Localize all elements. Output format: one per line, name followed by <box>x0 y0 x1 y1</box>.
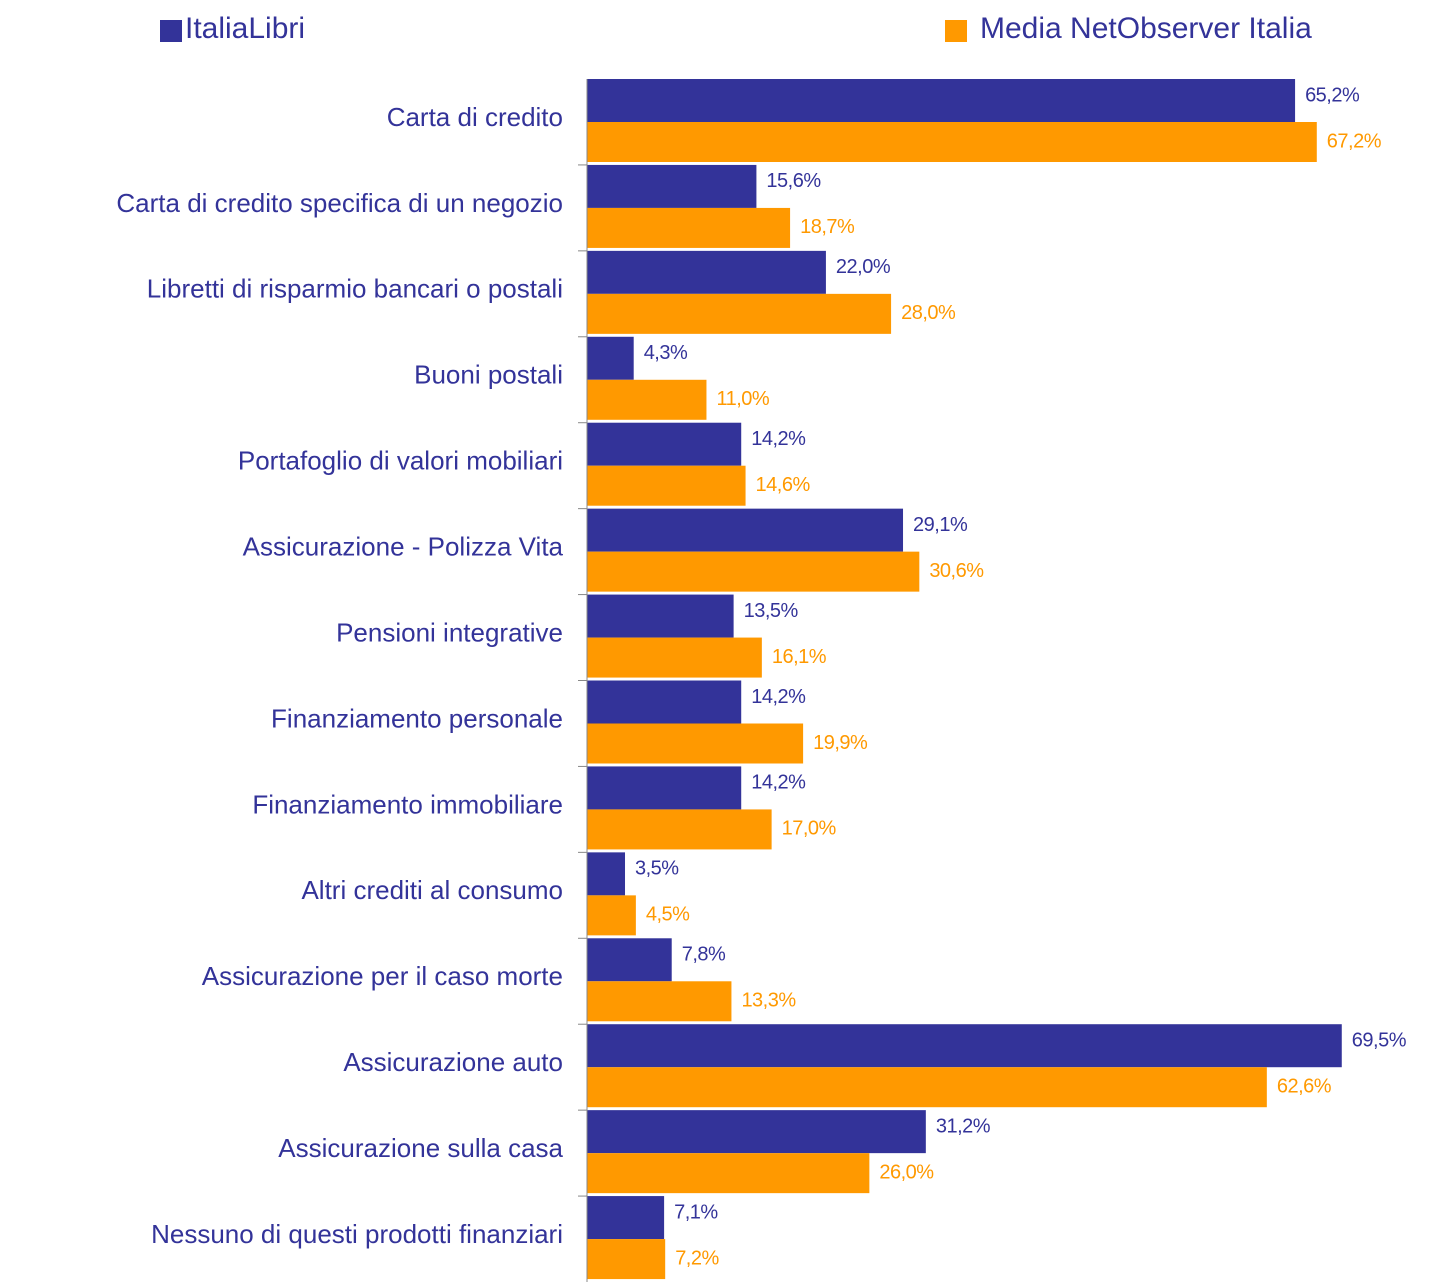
category-label: Carta di credito <box>387 102 563 132</box>
bar <box>587 79 1296 122</box>
value-label: 13,5% <box>744 600 799 622</box>
bar <box>587 680 742 724</box>
category-label: Altri crediti al consumo <box>301 875 563 905</box>
value-label: 30,6% <box>929 560 984 582</box>
category-label: Pensioni integrative <box>336 617 563 647</box>
legend-label: Media NetObserver Italia <box>980 12 1312 45</box>
category-label: Portafoglio di valori mobiliari <box>238 446 563 476</box>
bar <box>587 508 904 552</box>
value-label: 19,9% <box>813 732 868 754</box>
bar <box>587 336 634 380</box>
bar <box>587 594 734 638</box>
bar <box>587 122 1317 162</box>
value-label: 16,1% <box>772 646 827 668</box>
category-label: Finanziamento immobiliare <box>252 789 563 819</box>
category-label: Assicurazione - Polizza Vita <box>243 531 564 561</box>
category-label: Carta di credito specifica di un negozio <box>116 188 563 218</box>
bar <box>587 852 626 896</box>
category-label: Assicurazione sulla casa <box>278 1133 563 1163</box>
value-label: 14,2% <box>751 686 806 708</box>
bar <box>587 1153 870 1194</box>
value-label: 31,2% <box>936 1115 991 1137</box>
bar <box>587 809 772 850</box>
value-label: 62,6% <box>1277 1075 1332 1097</box>
value-label: 14,6% <box>756 474 811 496</box>
value-label: 7,2% <box>675 1247 719 1269</box>
value-label: 3,5% <box>635 858 679 880</box>
value-label: 15,6% <box>766 170 821 192</box>
bar <box>587 766 742 810</box>
bar <box>587 938 672 982</box>
bar <box>587 164 757 208</box>
value-label: 4,5% <box>646 904 690 926</box>
category-label: Libretti di risparmio bancari o postali <box>147 274 563 304</box>
legend-swatch <box>160 20 182 42</box>
category-label: Nessuno di questi prodotti finanziari <box>151 1219 563 1249</box>
value-label: 14,2% <box>751 428 806 450</box>
bar <box>587 723 804 764</box>
legend-label: ItaliaLibri <box>185 12 305 45</box>
bar <box>587 250 826 294</box>
category-label: Assicurazione auto <box>343 1047 563 1077</box>
bar <box>587 293 892 334</box>
bar <box>587 637 762 678</box>
bar <box>587 1110 926 1154</box>
value-label: 17,0% <box>782 818 837 840</box>
value-label: 14,2% <box>751 772 806 794</box>
bar <box>587 981 732 1022</box>
value-label: 13,3% <box>741 990 796 1012</box>
value-label: 69,5% <box>1352 1029 1407 1051</box>
category-label: Buoni postali <box>414 360 563 390</box>
value-label: 67,2% <box>1327 130 1382 152</box>
category-label: Assicurazione per il caso morte <box>202 961 563 991</box>
value-label: 7,1% <box>674 1201 718 1223</box>
value-label: 18,7% <box>800 216 855 238</box>
bar <box>587 1067 1267 1108</box>
bar <box>587 895 636 936</box>
value-label: 28,0% <box>901 302 956 324</box>
bar <box>587 1239 666 1280</box>
value-label: 7,8% <box>682 944 726 966</box>
value-label: 22,0% <box>836 256 891 278</box>
bar <box>587 1196 665 1240</box>
value-label: 4,3% <box>644 342 688 364</box>
bar <box>587 379 707 420</box>
bar <box>587 465 746 506</box>
category-label: Finanziamento personale <box>271 703 563 733</box>
value-label: 26,0% <box>879 1161 934 1183</box>
legend-swatch <box>945 20 967 42</box>
value-label: 29,1% <box>913 514 968 536</box>
bar <box>587 1024 1342 1068</box>
value-label: 11,0% <box>716 388 769 410</box>
bar <box>587 422 742 466</box>
bar <box>587 207 791 248</box>
bar <box>587 551 920 592</box>
value-label: 65,2% <box>1305 84 1360 106</box>
